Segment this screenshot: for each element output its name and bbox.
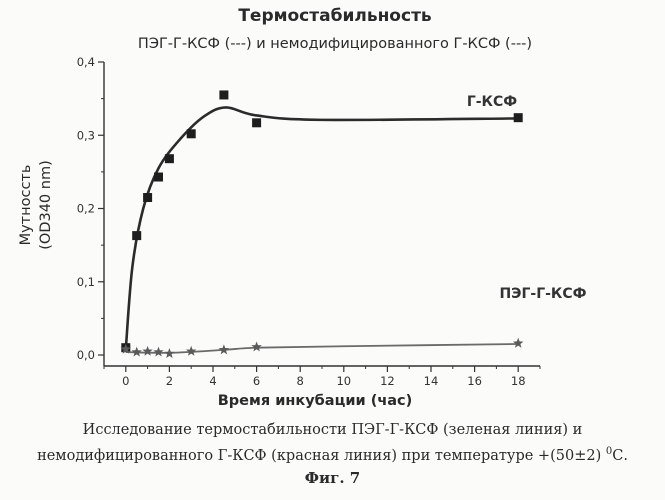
series-layer — [121, 90, 524, 358]
x-axis-title: Время инкубации (час) — [218, 393, 413, 409]
data-point-peg-gcsf — [513, 338, 523, 348]
series-line-gcsf — [126, 107, 518, 349]
y-tick-label: 0,4 — [77, 55, 95, 69]
series-label-gcsf: Г-КСФ — [467, 94, 517, 110]
x-tick-label: 12 — [380, 374, 395, 388]
series-label-peg-gcsf: ПЭГ-Г-КСФ — [499, 286, 586, 302]
data-point-peg-gcsf — [251, 341, 261, 351]
x-tick-label: 2 — [166, 374, 173, 388]
x-tick-label: 18 — [511, 374, 526, 388]
chart-subtitle: ПЭГ-Г-КСФ (---) и немодифицированного Г-… — [138, 36, 532, 52]
y-tick-label: 0,2 — [77, 202, 95, 216]
series-gcsf — [121, 90, 522, 352]
data-point-peg-gcsf — [186, 346, 196, 356]
data-point-gcsf — [143, 193, 152, 202]
y-axis-title-line1: Мутноссть — [18, 165, 34, 246]
x-tick-label: 4 — [209, 374, 216, 388]
data-point-peg-gcsf — [164, 348, 174, 358]
figure-caption-line1: Исследование термостабильности ПЭГ-Г-КСФ… — [0, 420, 665, 440]
data-point-gcsf — [132, 231, 141, 240]
figure-label: Фиг. 7 — [0, 469, 665, 487]
chart-title: Термостабильность — [238, 6, 431, 26]
y-tick-label: 0,3 — [77, 128, 95, 142]
data-point-gcsf — [219, 90, 228, 99]
data-point-gcsf — [514, 113, 523, 122]
x-tick-label: 14 — [424, 374, 439, 388]
data-point-gcsf — [187, 129, 196, 138]
data-point-peg-gcsf — [142, 346, 152, 356]
y-axis-title-line2: (OD340 nm) — [38, 160, 54, 250]
data-point-peg-gcsf — [153, 347, 163, 357]
data-point-peg-gcsf — [219, 344, 229, 354]
data-point-gcsf — [165, 154, 174, 163]
x-tick-label: 8 — [297, 374, 304, 388]
x-tick-label: 10 — [336, 374, 351, 388]
y-tick-label: 0,1 — [77, 275, 95, 289]
series-line-peg-gcsf — [126, 344, 518, 353]
data-point-gcsf — [252, 118, 261, 127]
figure-caption-line2: немодифицированного Г-КСФ (красная линия… — [0, 442, 665, 466]
data-point-peg-gcsf — [131, 347, 141, 357]
y-axis-title: Мутноссть (OD340 nm) — [18, 160, 54, 250]
x-tick-label: 0 — [122, 374, 129, 388]
caption-line2-main: немодифицированного Г-КСФ (красная линия… — [37, 448, 601, 464]
series-peg-gcsf — [121, 338, 524, 358]
x-tick-label: 16 — [467, 374, 482, 388]
y-tick-label: 0,0 — [77, 348, 95, 362]
caption-line2-end: С. — [612, 448, 628, 464]
data-point-gcsf — [154, 173, 163, 182]
x-tick-label: 6 — [253, 374, 260, 388]
